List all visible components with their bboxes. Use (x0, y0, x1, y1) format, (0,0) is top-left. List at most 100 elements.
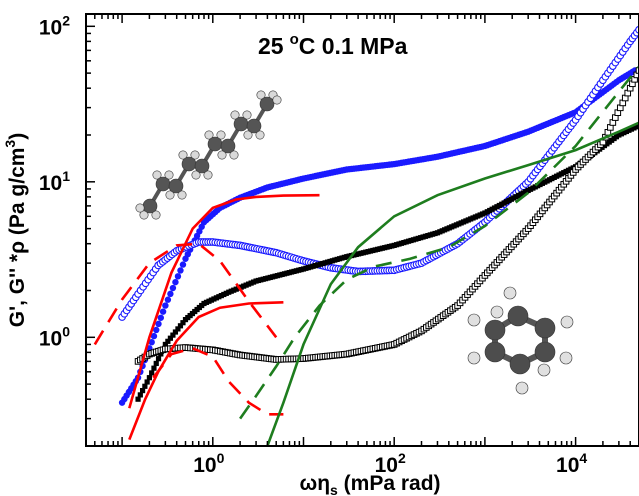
x-tick-label-2: 104 (556, 450, 587, 477)
series-2-point-13 (165, 338, 171, 344)
series-0-point-19 (162, 302, 169, 309)
hydrogen-atom (559, 351, 573, 365)
series-2-point-15 (170, 332, 176, 338)
hydrogen-atom (177, 190, 187, 200)
hydrogen-atom (230, 110, 240, 120)
hydrogen-atom (217, 150, 227, 160)
series-4-line (128, 193, 320, 409)
hydrogen-atom (560, 315, 574, 329)
hydrogen-atom (515, 381, 529, 395)
hydrogen-atom (467, 313, 481, 327)
carbon-atom (484, 319, 506, 341)
y-tick-label-1: 101 (39, 168, 70, 195)
series-0-point-17 (157, 314, 165, 321)
series-6 (128, 301, 284, 441)
carbon-atom (259, 96, 275, 112)
series-2-point-18 (177, 323, 184, 329)
series-3 (134, 67, 639, 365)
series-2-point-5 (146, 375, 152, 381)
hydrogen-atom (139, 210, 149, 220)
x-axis-title: ωηs (mPa rad) (299, 472, 440, 496)
series-2-point-9 (155, 356, 162, 362)
series-2-point-6 (149, 370, 155, 376)
carbon-atom (142, 198, 158, 214)
hydrogen-atom (203, 170, 213, 180)
carbon-atom (509, 353, 531, 375)
plot-series (93, 25, 639, 446)
hydrogen-atom (135, 203, 145, 213)
x-tick-label-0: 100 (193, 450, 224, 477)
series-0-point-13 (148, 338, 155, 346)
hydrogen-atom (256, 90, 266, 100)
carbon-atom (220, 138, 236, 154)
hydrogen-atom (255, 130, 265, 140)
hydrogen-atom (467, 351, 481, 365)
hydrogen-atom (537, 363, 551, 377)
hydrogen-atom (204, 130, 214, 140)
plot-frame (85, 13, 639, 447)
hydrogen-atom (191, 170, 201, 180)
series-7 (152, 346, 284, 416)
series-2-point-1 (137, 392, 143, 398)
x-tick-label-1: 102 (375, 450, 406, 477)
series-2-point-0 (135, 396, 141, 402)
carbon-atom (246, 118, 262, 134)
series-3-point-207 (635, 67, 639, 74)
y-tick-label-0: 100 (39, 323, 70, 350)
hydrogen-atom (503, 286, 517, 300)
series-5 (93, 242, 278, 346)
series-6-line (128, 301, 284, 441)
hydrogen-atom (242, 110, 252, 120)
series-0-point-24 (174, 273, 182, 280)
carbon-atom (194, 158, 210, 174)
series-7-line (152, 346, 284, 416)
series-0-point-15 (153, 326, 160, 334)
carbon-atom (181, 156, 197, 172)
hydrogen-atom (165, 190, 175, 200)
carbon-atom (534, 317, 556, 339)
series-0-point-23 (172, 278, 179, 286)
carbon-atom (155, 176, 171, 192)
series-8-line (266, 121, 639, 446)
hydrogen-atom (190, 150, 200, 160)
carbon-atom (233, 116, 249, 132)
series-2-point-19 (180, 320, 186, 326)
series-2-point-3 (142, 383, 148, 389)
carbon-atom (507, 305, 529, 327)
hydrogen-atom (243, 130, 253, 140)
carbon-atom (207, 136, 223, 152)
series-0-point-14 (150, 332, 158, 340)
series-0-point-25 (177, 267, 184, 274)
series-2-point-17 (175, 326, 181, 332)
series-2-point-4 (144, 379, 150, 385)
y-tick-label-2: 102 (39, 12, 70, 39)
hydrogen-atom (229, 150, 239, 160)
series-2-point-8 (153, 360, 159, 367)
series-8 (266, 121, 639, 446)
hydrogen-atom (178, 150, 188, 160)
series-4 (128, 193, 320, 409)
series-2-point-2 (139, 387, 146, 394)
series-2-point-12 (162, 341, 168, 348)
series-0-point-20 (164, 296, 172, 303)
hydrogen-atom (164, 170, 174, 180)
series-0-point-21 (167, 290, 174, 298)
y-axis-title: G', G'' *ρ (Pa g/cm3) (2, 133, 29, 327)
alkane-molecule-icon (135, 90, 282, 220)
series-0-point-26 (179, 261, 187, 268)
series-0 (118, 67, 639, 406)
series-2-point-14 (167, 335, 174, 341)
series-2-point-16 (172, 329, 179, 335)
series-0-point-18 (159, 308, 167, 315)
series-2-point-7 (151, 365, 157, 371)
series-0-point-16 (155, 320, 162, 328)
series-2-point-209 (636, 122, 639, 129)
series-5-line (93, 242, 278, 346)
cyclohexane-molecule-icon (467, 286, 574, 395)
hydrogen-atom (490, 305, 504, 319)
hydrogen-atom (152, 170, 162, 180)
hydrogen-atom (216, 130, 226, 140)
carbon-atom (168, 178, 184, 194)
carbon-atom (534, 341, 556, 363)
